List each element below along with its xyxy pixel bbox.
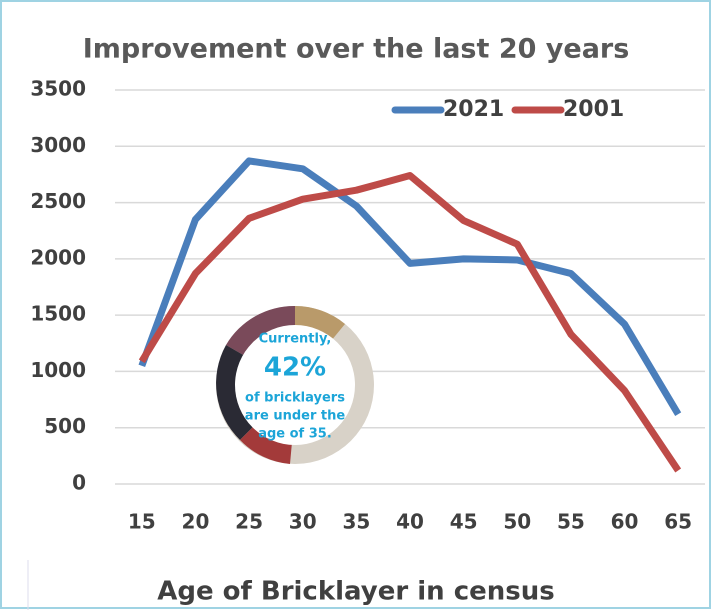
- y-tick-label: 500: [44, 414, 86, 438]
- badge-photo: [226, 305, 295, 356]
- y-tick-label: 0: [72, 471, 86, 495]
- badge-photo: [295, 306, 345, 341]
- chart-title: Improvement over the last 20 years: [83, 34, 630, 65]
- y-tick-label: 2000: [30, 245, 86, 269]
- annotation-text: age of 35.: [258, 427, 332, 442]
- y-tick-label: 1500: [30, 302, 86, 326]
- x-tick-label: 65: [664, 510, 692, 534]
- x-tick-label: 60: [611, 510, 639, 534]
- x-tick-label: 55: [557, 510, 585, 534]
- x-tick-label: 30: [289, 510, 317, 534]
- series-line: [138, 172, 682, 473]
- annotation-text: of bricklayers: [245, 391, 345, 406]
- series-line: [138, 157, 682, 416]
- y-tick-label: 3500: [30, 77, 86, 101]
- y-tick-label: 1000: [30, 358, 86, 382]
- legend-label: 2021: [443, 97, 504, 122]
- x-tick-label: 40: [396, 510, 424, 534]
- legend-label: 2001: [563, 97, 624, 122]
- annotation-text: 42%: [264, 353, 326, 383]
- x-tick-label: 50: [503, 510, 531, 534]
- badge-center: [235, 325, 355, 445]
- x-tick-label: 15: [128, 510, 156, 534]
- x-tick-label: 25: [235, 510, 263, 534]
- x-tick-label: 35: [342, 510, 370, 534]
- x-axis-title: Age of Bricklayer in census: [157, 577, 555, 607]
- x-tick-label: 45: [450, 510, 478, 534]
- annotation-text: are under the: [245, 409, 346, 424]
- annotation-text: Currently,: [259, 332, 332, 347]
- y-tick-label: 3000: [30, 133, 86, 157]
- annotation-badge: [216, 305, 374, 464]
- y-tick-label: 2500: [30, 189, 86, 213]
- x-tick-label: 20: [182, 510, 210, 534]
- badge-photo: [240, 424, 292, 464]
